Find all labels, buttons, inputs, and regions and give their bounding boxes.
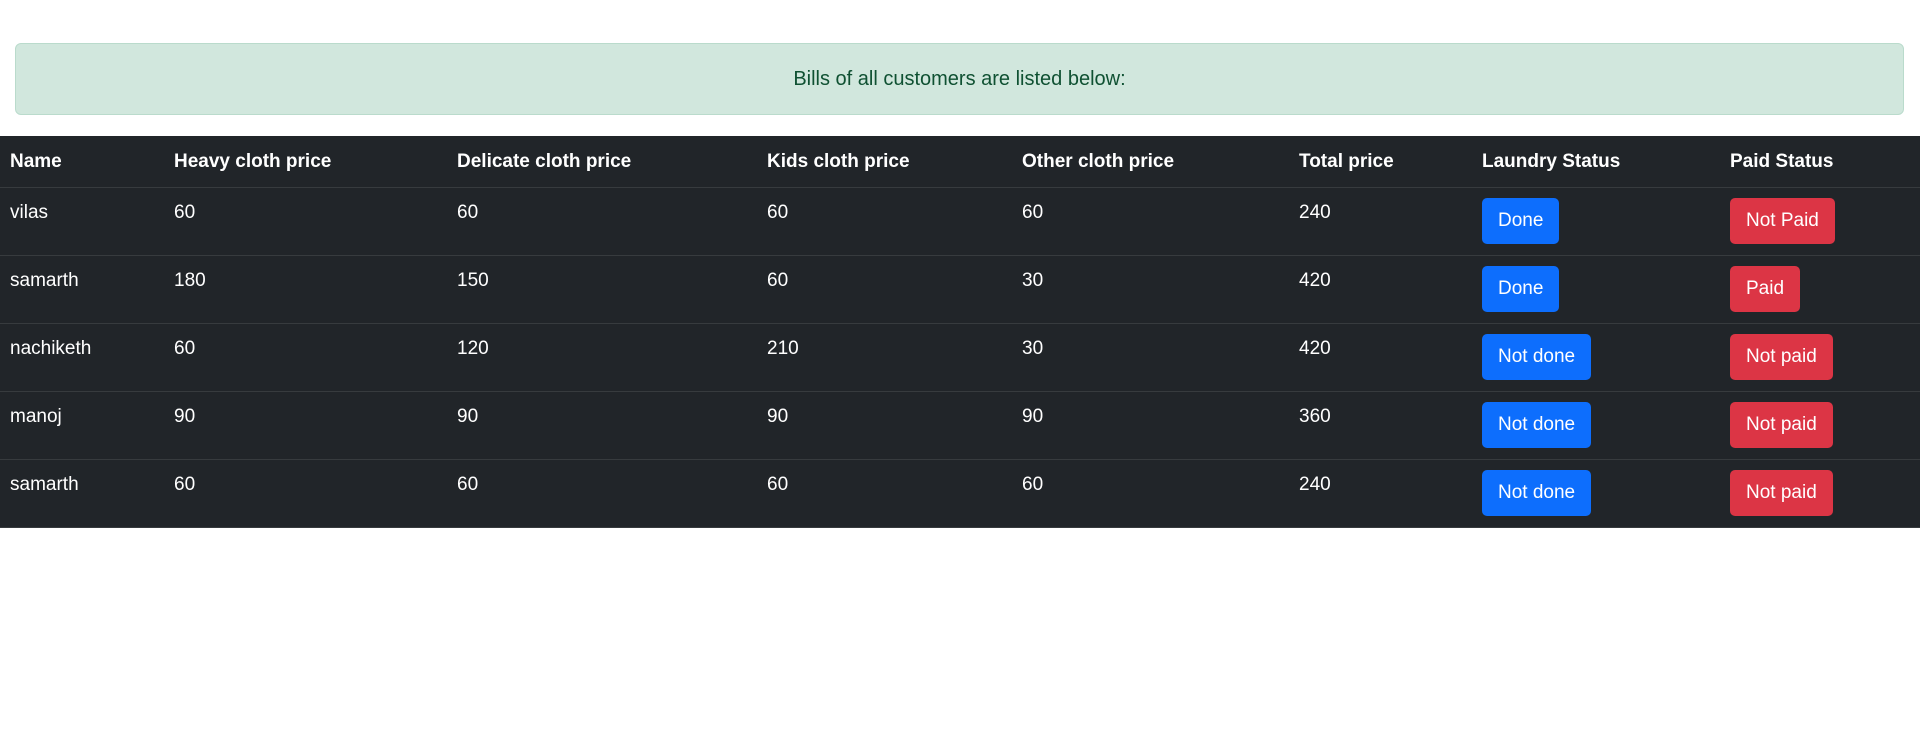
header-other-cloth-price: Other cloth price <box>1012 136 1289 188</box>
cell-other-price: 30 <box>1012 323 1289 392</box>
cell-total-price: 360 <box>1289 391 1472 460</box>
bills-info-alert: Bills of all customers are listed below: <box>15 43 1904 115</box>
header-laundry-status: Laundry Status <box>1472 136 1720 188</box>
laundry-status-button[interactable]: Not done <box>1482 402 1592 448</box>
header-paid-status: Paid Status <box>1720 136 1920 188</box>
laundry-status-button[interactable]: Done <box>1482 266 1560 312</box>
cell-name: samarth <box>0 255 164 324</box>
cell-laundry-status: Not done <box>1472 391 1720 460</box>
table-row: samarth 60 60 60 60 240 Not done Not pai… <box>0 459 1920 528</box>
cell-kids-price: 60 <box>757 459 1012 528</box>
header-delicate-cloth-price: Delicate cloth price <box>447 136 757 188</box>
cell-heavy-price: 60 <box>164 187 447 256</box>
cell-laundry-status: Not done <box>1472 459 1720 528</box>
cell-paid-status: Not paid <box>1720 459 1920 528</box>
table-row: samarth 180 150 60 30 420 Done Paid <box>0 255 1920 324</box>
header-total-price: Total price <box>1289 136 1472 188</box>
cell-other-price: 30 <box>1012 255 1289 324</box>
laundry-status-button[interactable]: Not done <box>1482 470 1592 516</box>
laundry-status-button[interactable]: Not done <box>1482 334 1592 380</box>
cell-kids-price: 210 <box>757 323 1012 392</box>
cell-kids-price: 60 <box>757 255 1012 324</box>
table-row: nachiketh 60 120 210 30 420 Not done Not… <box>0 323 1920 392</box>
cell-heavy-price: 180 <box>164 255 447 324</box>
cell-kids-price: 90 <box>757 391 1012 460</box>
cell-kids-price: 60 <box>757 187 1012 256</box>
cell-other-price: 60 <box>1012 187 1289 256</box>
cell-heavy-price: 90 <box>164 391 447 460</box>
cell-total-price: 240 <box>1289 187 1472 256</box>
cell-paid-status: Paid <box>1720 255 1920 324</box>
cell-name: vilas <box>0 187 164 256</box>
cell-name: nachiketh <box>0 323 164 392</box>
cell-paid-status: Not Paid <box>1720 187 1920 256</box>
cell-laundry-status: Not done <box>1472 323 1720 392</box>
paid-status-button[interactable]: Paid <box>1730 266 1801 312</box>
cell-total-price: 420 <box>1289 323 1472 392</box>
laundry-status-button[interactable]: Done <box>1482 198 1560 244</box>
alert-message: Bills of all customers are listed below: <box>793 67 1126 90</box>
cell-total-price: 240 <box>1289 459 1472 528</box>
cell-heavy-price: 60 <box>164 459 447 528</box>
cell-delicate-price: 60 <box>447 187 757 256</box>
header-kids-cloth-price: Kids cloth price <box>757 136 1012 188</box>
cell-name: manoj <box>0 391 164 460</box>
cell-paid-status: Not paid <box>1720 323 1920 392</box>
cell-delicate-price: 120 <box>447 323 757 392</box>
table-header-row: Name Heavy cloth price Delicate cloth pr… <box>0 136 1920 188</box>
header-name: Name <box>0 136 164 188</box>
paid-status-button[interactable]: Not paid <box>1730 334 1833 380</box>
cell-delicate-price: 150 <box>447 255 757 324</box>
cell-heavy-price: 60 <box>164 323 447 392</box>
cell-other-price: 90 <box>1012 391 1289 460</box>
cell-name: samarth <box>0 459 164 528</box>
header-heavy-cloth-price: Heavy cloth price <box>164 136 447 188</box>
cell-paid-status: Not paid <box>1720 391 1920 460</box>
cell-other-price: 60 <box>1012 459 1289 528</box>
cell-total-price: 420 <box>1289 255 1472 324</box>
cell-laundry-status: Done <box>1472 187 1720 256</box>
paid-status-button[interactable]: Not paid <box>1730 470 1833 516</box>
table-row: vilas 60 60 60 60 240 Done Not Paid <box>0 187 1920 256</box>
paid-status-button[interactable]: Not paid <box>1730 402 1833 448</box>
paid-status-button[interactable]: Not Paid <box>1730 198 1835 244</box>
bills-table: Name Heavy cloth price Delicate cloth pr… <box>0 136 1920 528</box>
cell-laundry-status: Done <box>1472 255 1720 324</box>
table-row: manoj 90 90 90 90 360 Not done Not paid <box>0 391 1920 460</box>
cell-delicate-price: 60 <box>447 459 757 528</box>
cell-delicate-price: 90 <box>447 391 757 460</box>
